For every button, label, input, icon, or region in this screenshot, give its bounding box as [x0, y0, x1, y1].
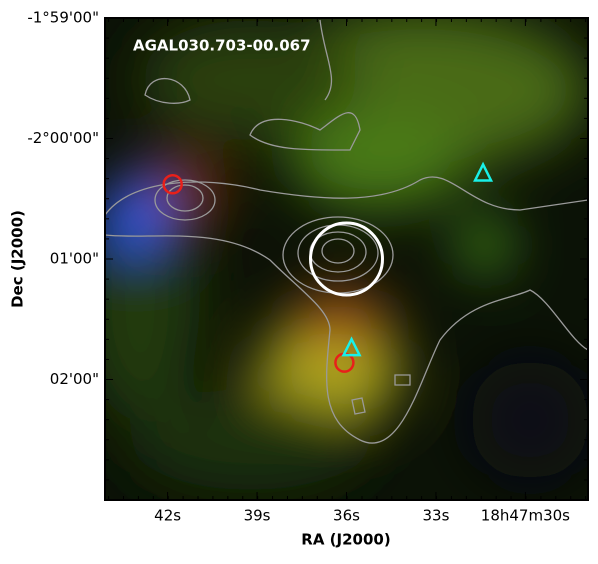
- x-axis-label: RA (J2000): [301, 531, 390, 549]
- x-tick-label: 39s: [244, 507, 271, 525]
- cyan-triangle: [473, 161, 494, 182]
- y-tick-label: 01'00": [50, 250, 99, 268]
- chart-title: AGAL030.703-00.067: [133, 37, 311, 55]
- y-axis-label: Dec (J2000): [9, 210, 27, 308]
- image: [105, 18, 588, 500]
- x-tick-label: 33s: [422, 507, 449, 525]
- x-tick-label: 36s: [333, 507, 360, 525]
- x-tick-label: 18h47m30s: [481, 507, 570, 525]
- y-tick-label: -1°59'00": [27, 9, 99, 27]
- red-circle: [162, 174, 183, 195]
- x-tick-label: 42s: [154, 507, 181, 525]
- white-circle: [309, 221, 384, 297]
- y-tick-label: 02'00": [50, 370, 99, 388]
- y-tick-label: -2°00'00": [27, 129, 99, 147]
- cyan-triangle: [341, 336, 362, 357]
